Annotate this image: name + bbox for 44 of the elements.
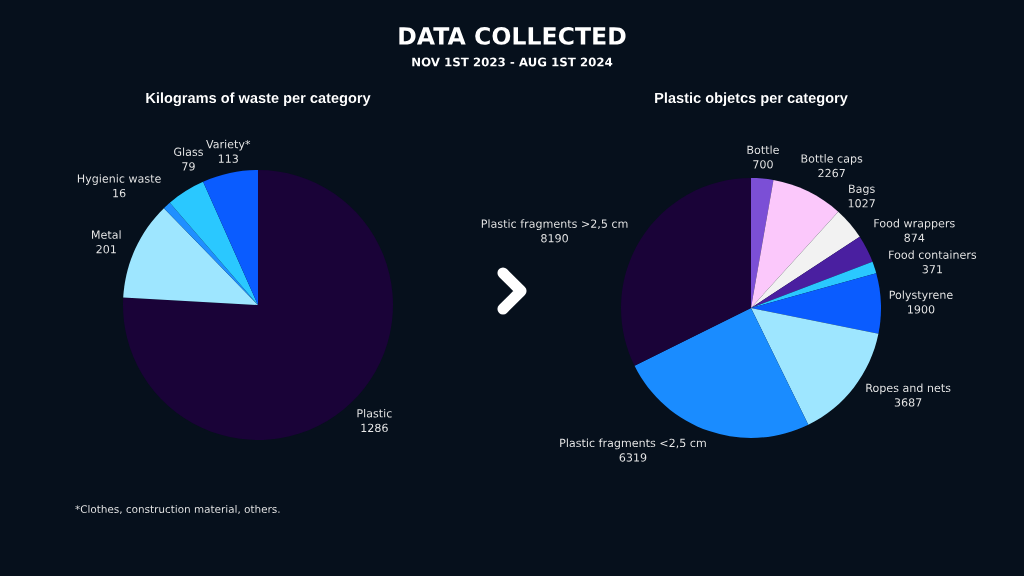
slice-label: Variety* [206, 139, 251, 151]
slice-label: Bags [849, 184, 875, 196]
slice-label: Plastic fragments >2,5 cm [481, 219, 628, 231]
slice-label: Polystyrene [889, 290, 953, 302]
slice-label: Metal [92, 230, 121, 239]
data-label: 8190 [541, 234, 568, 243]
pie-slice [751, 273, 881, 334]
data-label: 113 [218, 154, 238, 163]
chart-title: Plastic objetcs per category [655, 92, 848, 106]
pie-slice [751, 261, 877, 308]
pie-slice [634, 308, 809, 438]
slice-label: Ropes and nets [866, 383, 951, 395]
slice-label: Food containers [889, 250, 977, 259]
slice-label: Food wrappers [874, 218, 955, 230]
slice-label: Glass [174, 147, 203, 156]
text: NOV 1ST 2023 - AUG 1ST 2024 [412, 57, 613, 67]
data-label: 79 [182, 162, 195, 171]
slice-label: Plastic [357, 408, 392, 418]
chart-title: Kilograms of waste per category [146, 92, 371, 106]
pie-slice [203, 170, 258, 305]
pie-slice [169, 181, 258, 305]
pie-slice [123, 208, 258, 305]
slice-label: Hygienic waste [77, 174, 161, 185]
data-label: 1286 [361, 423, 388, 433]
pie-slice [751, 179, 839, 308]
text: *Clothes, construction material, others. [75, 504, 280, 515]
data-label: 700 [753, 160, 773, 169]
data-label: 16 [113, 188, 126, 198]
text: DATA COLLECTED [399, 26, 626, 45]
data-label: 2267 [818, 168, 845, 178]
data-label: 1900 [908, 305, 935, 314]
data-label: 874 [904, 233, 925, 242]
slice-label: Bottle [747, 145, 779, 155]
slice-label: Bottle caps [801, 154, 863, 165]
pie-slice [751, 211, 860, 308]
slice-label: Plastic fragments <2,5 cm [560, 438, 706, 450]
data-label: 201 [96, 245, 116, 254]
data-label: 371 [922, 265, 942, 274]
pie-slice [751, 178, 774, 308]
pie-slice [163, 202, 258, 305]
data-label: 3687 [894, 398, 922, 407]
data-label: 1027 [848, 199, 875, 208]
pie-slice [751, 236, 873, 308]
data-label: 6319 [619, 453, 647, 462]
